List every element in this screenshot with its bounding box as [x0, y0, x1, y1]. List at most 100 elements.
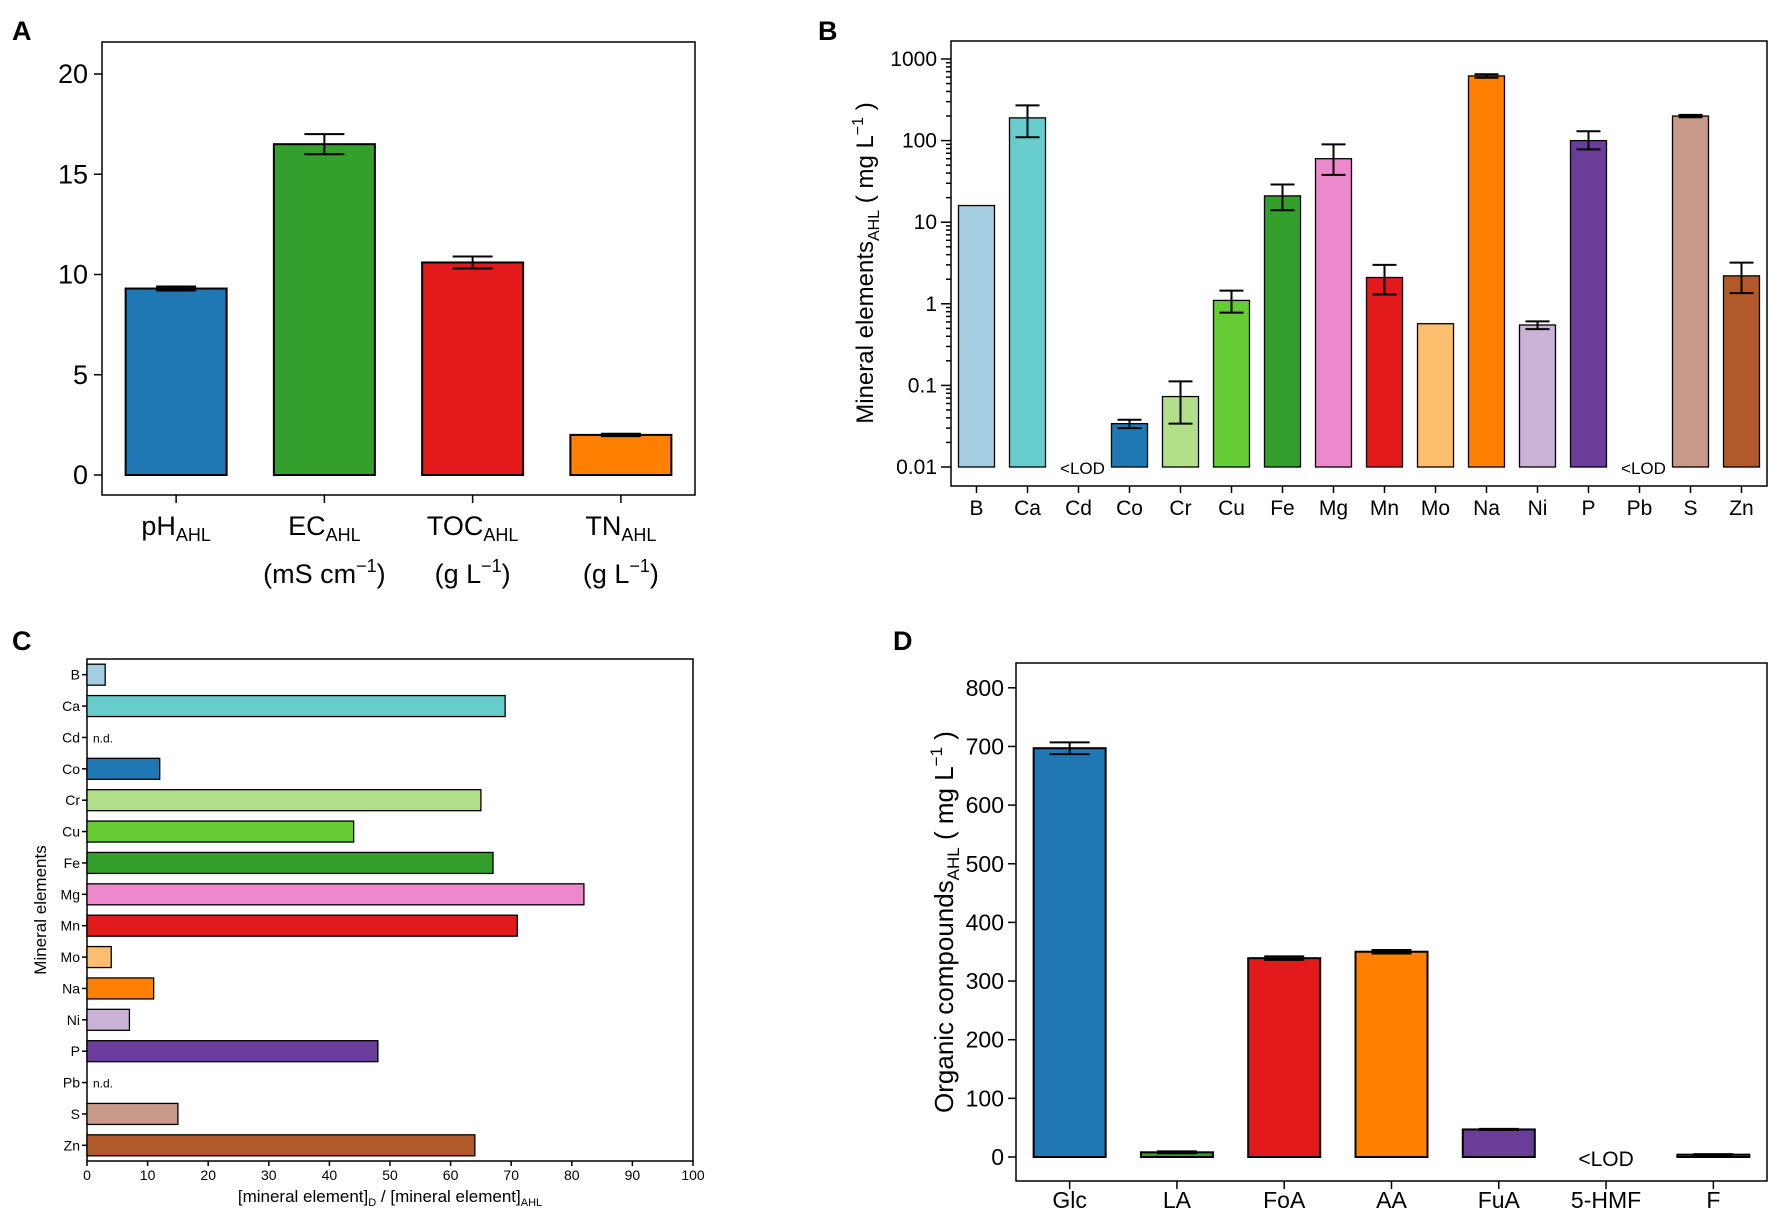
panel-d-xtick-label: FoA: [1263, 1187, 1306, 1213]
panel-c-xtick-label: 10: [140, 1167, 156, 1183]
panel-d-ytick-label: 100: [966, 1085, 1004, 1111]
panel-b-bar: [1467, 75, 1506, 468]
panel-c-bar: [86, 789, 482, 812]
panel-c-xtick-label: 90: [625, 1167, 641, 1183]
panel-d-ytick-label: 700: [966, 733, 1004, 759]
panel-a-bar: [124, 287, 228, 476]
panel-b-xtick-label: Ni: [1528, 497, 1548, 520]
panel-d-xtick-label: LA: [1163, 1187, 1192, 1213]
panel-d-xtick-label: FuA: [1478, 1187, 1521, 1213]
panel-b-xtick-label: Mg: [1319, 497, 1348, 520]
panel-a-ytick-label: 10: [58, 260, 88, 290]
panel-a-unit-label: (g L−1): [435, 556, 511, 589]
panel-b-errorbar: [1321, 143, 1346, 176]
panel-a-errorbar: [304, 133, 345, 156]
panel-a-errorbar: [156, 285, 197, 292]
panel-d-ytick-label: 0: [991, 1144, 1004, 1170]
panel-c-ytick-label: B: [71, 667, 80, 683]
panel-d-ytick-label: 200: [966, 1027, 1004, 1053]
panel-b-bar: [1212, 299, 1251, 468]
panel-d-letter: D: [893, 626, 913, 656]
panel-d-errorbar: [1693, 1153, 1734, 1157]
panel-d-ytick-label: 300: [966, 968, 1004, 994]
panel-b-errorbar: [1576, 130, 1601, 151]
panel-b-xtick-label: Fe: [1270, 497, 1295, 520]
panel-b-xtick-label: B: [969, 497, 983, 520]
panel-b-xtick-label: Cd: [1065, 497, 1092, 520]
panel-c-ytick-label: P: [71, 1043, 80, 1059]
panel-c-ytick-label: Cu: [62, 824, 80, 840]
panel-c-ytick-label: Na: [62, 980, 80, 996]
panel-c-ytick-label: Ni: [67, 1012, 80, 1028]
panel-d-bar: [1354, 950, 1429, 1158]
panel-b-errorbar: [1372, 263, 1397, 296]
panel-c-bar: [86, 1134, 476, 1157]
panel-d-xtick-label: 5-HMF: [1571, 1187, 1641, 1213]
panel-a-errorbar: [452, 255, 493, 270]
panel-c-ytick-label: Co: [62, 761, 80, 777]
panel-c-bar: [86, 1040, 379, 1063]
panel-b-errorbar: [1474, 73, 1499, 79]
panel-a-category-label: TNAHL: [585, 511, 656, 545]
panel-a-bar: [421, 261, 525, 476]
panel-c-xtick-label: 40: [322, 1167, 338, 1183]
panel-b-xtick-label: Cu: [1218, 497, 1245, 520]
panel-d-errorbar: [1156, 1150, 1197, 1155]
panel-b-xtick-label: Zn: [1729, 497, 1754, 520]
panel-b-xtick-label: Mn: [1370, 497, 1399, 520]
panel-b-errorbar: [1270, 183, 1295, 212]
panel-b-letter: B: [818, 16, 838, 46]
panel-d-errorbar: [1478, 1127, 1519, 1132]
panel-a-ytick-label: 5: [73, 360, 88, 390]
panel-b-xtick-label: Ca: [1014, 497, 1041, 520]
panel-b-bar: [957, 204, 996, 468]
panel-b-errorbar: [1168, 380, 1193, 425]
panel-c-nd-label: n.d.: [93, 731, 113, 745]
panel-b-ytick-label: 1000: [890, 48, 937, 71]
panel-c-bar: [86, 1008, 131, 1031]
panel-c-xtick-label: 30: [261, 1167, 277, 1183]
panel-d-chart: 0 100 200 300 400 500 600 700 800 Glc LA FoA AA FuA 5-…: [927, 662, 1768, 1213]
panel-c-ytick-label: Ca: [62, 698, 80, 714]
panel-c-nd-label: n.d.: [93, 1077, 113, 1091]
panel-b-ylabel: Mineral elementsAHL ( mg L−1 ): [850, 102, 883, 423]
panel-b-ytick-label: 1: [925, 293, 937, 316]
panel-c-bar: [86, 694, 506, 718]
panel-d-ytick-label: 600: [966, 792, 1004, 818]
panel-d-ylabel: Organic compoundsAHL ( mg L−1 ): [927, 731, 963, 1113]
panel-c-xlabel: [mineral element]D / [mineral element]AH…: [238, 1187, 542, 1209]
panel-c-letter: C: [12, 626, 32, 656]
panel-c-xtick-label: 100: [681, 1167, 705, 1183]
panel-b-bar: [1722, 275, 1761, 468]
panel-b-bar: [1263, 195, 1302, 468]
panel-b-errorbar: [1117, 418, 1142, 430]
panel-a-unit-label: (g L−1): [583, 556, 659, 589]
panel-b-bar: [1110, 422, 1149, 468]
panel-c-ytick-label: Zn: [64, 1137, 80, 1153]
panel-a-unit-label: (mS cm−1): [263, 556, 386, 589]
panel-c-ytick-label: Pb: [63, 1075, 80, 1091]
panel-a-ytick-label: 15: [58, 159, 88, 189]
panel-d-bar: [1461, 1128, 1536, 1158]
panel-c-ytick-label: Mg: [61, 886, 80, 902]
panel-d-xtick-label: F: [1706, 1187, 1720, 1213]
panel-c-chart: 0 10 20 30 40 50 60 70 80 90 100 B Ca Cd Co Cr Cu Fe Mg Mn M…: [31, 658, 705, 1209]
panel-a-letter: A: [12, 16, 32, 46]
panel-c-ytick-label: Mo: [61, 949, 81, 965]
panel-b-errorbar: [1219, 289, 1244, 314]
panel-b-xtick-label: Mo: [1421, 497, 1450, 520]
panel-d-errorbar: [1264, 955, 1305, 961]
panel-b-ytick-label: 100: [902, 130, 937, 153]
panel-c-bar: [86, 977, 155, 1000]
panel-b-lod-label: <LOD: [1060, 459, 1105, 478]
panel-c-bar: [86, 820, 355, 843]
panel-b-xtick-label: Pb: [1627, 497, 1653, 520]
panel-a-category-label: ECAHL: [288, 511, 361, 545]
panel-c-xtick-label: 20: [200, 1167, 216, 1183]
panel-a-category-label: TOCAHL: [427, 511, 519, 545]
panel-b-xtick-label: S: [1683, 497, 1697, 520]
panel-b-bar: [1008, 117, 1047, 468]
panel-c-bar: [86, 883, 585, 906]
panel-c-xtick-label: 0: [83, 1167, 91, 1183]
panel-b-errorbar: [1729, 261, 1754, 295]
